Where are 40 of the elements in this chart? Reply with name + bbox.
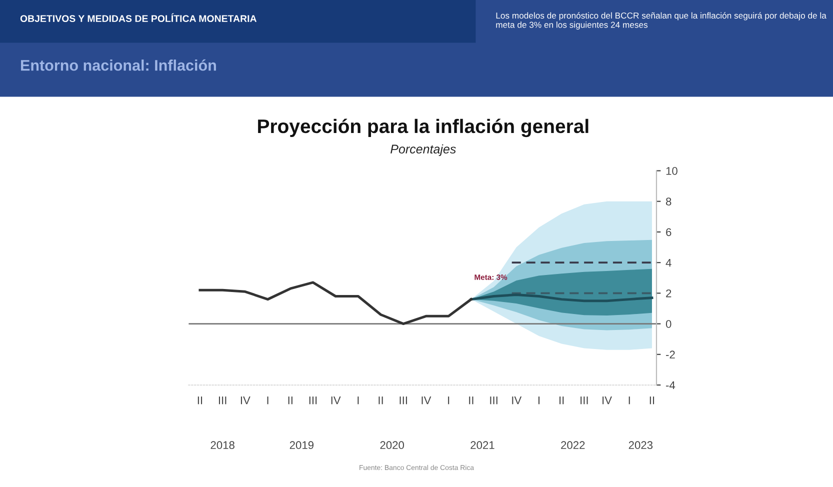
y-tick-label: -4: [666, 381, 676, 390]
x-tick-label: IV: [240, 396, 250, 404]
x-tick-label: I: [538, 396, 540, 404]
x-tick-label: II: [650, 396, 654, 404]
x-tick-label: III: [490, 396, 498, 404]
x-tick-label: I: [358, 396, 359, 404]
text: 2018: [210, 441, 234, 450]
y-tick-label: -2: [666, 350, 675, 358]
y-tick-label: 6: [666, 228, 672, 236]
x-tick-label: IV: [331, 396, 341, 404]
x-tick-label: I: [267, 396, 268, 404]
y-tick-label: 8: [666, 198, 672, 206]
y-tick-label: 10: [666, 167, 678, 175]
x-tick-label: III: [309, 396, 317, 404]
chart-title: Proyección para la inflación general: [258, 118, 588, 138]
x-tick-label: III: [580, 396, 588, 404]
x-tick-label: III: [400, 396, 407, 404]
chart-subtitle: Porcentajes: [390, 144, 456, 156]
text: Los modelos de pronóstico del BCCR señalan que la inflación seguirá por debajo de la meta de 3% en los siguientes 24 meses: [496, 12, 826, 30]
x-tick-label: IV: [422, 396, 432, 404]
y-tick-label: 0: [666, 320, 672, 328]
x-tick-label: III: [218, 396, 226, 404]
text: 2022: [561, 441, 585, 450]
x-tick-label: II: [198, 396, 202, 404]
x-tick-label: II: [378, 396, 383, 404]
text: Entorno nacional: Inflación: [21, 59, 216, 71]
text: 2019: [290, 441, 314, 450]
text: 2023: [628, 441, 653, 450]
x-tick-label: I: [628, 396, 630, 404]
x-tick-label: II: [469, 396, 474, 404]
text: 2021: [470, 441, 494, 450]
y-tick-label: 4: [666, 258, 672, 267]
x-tick-label: II: [560, 396, 564, 404]
x-tick-label: IV: [602, 396, 612, 404]
x-tick-label: IV: [512, 396, 522, 404]
text: 2020: [380, 441, 404, 450]
x-tick-label: I: [448, 396, 450, 404]
y-tick-label: 2: [666, 289, 672, 298]
x-tick-label: II: [288, 396, 292, 404]
text: OBJETIVOS Y MEDIDAS DE POLÍTICA MONETARIA: [20, 13, 257, 22]
